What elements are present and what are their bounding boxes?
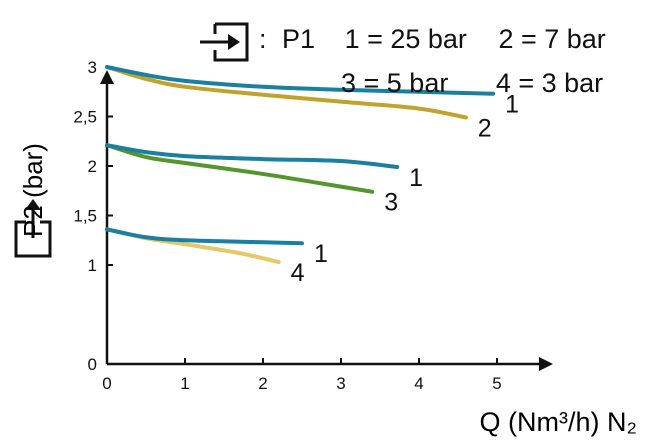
legend-entry-3: 3 = 5 bar [341,68,449,98]
legend-row-1: : P1 1 = 25 bar 2 = 7 bar [259,24,606,55]
legend-row-2: 3 = 5 bar 4 = 3 bar [341,68,603,99]
series-label-1: 1 [409,164,423,192]
series-label-1: 1 [314,240,328,268]
legend-entry-2: 2 = 7 bar [498,24,606,54]
outlet-icon [14,199,52,258]
x-tick-label: 4 [414,374,423,393]
inlet-prefix: : [259,24,267,54]
legend-entry-1: 1 = 25 bar [344,24,467,54]
series-line-3 [105,143,375,194]
x-tick-label: 2 [258,374,267,393]
x-tick-label: 0 [102,374,111,393]
series-label-1: 1 [505,91,519,119]
x-axis-arrow [539,357,553,371]
series-label-4: 4 [291,259,305,287]
series-line-1 [105,143,400,169]
inlet-label: P1 [282,24,316,54]
y-tick-label: 1,5 [73,207,97,226]
y-tick-label: 0 [88,355,97,374]
ticks: 0 1 2 3 4 5 0 1 1,5 2 2,5 3 [73,58,501,393]
series-line-1 [105,227,304,246]
series-line-2 [105,65,468,120]
series-label-2: 2 [478,114,492,142]
y-axis-arrow [100,70,114,84]
series-line-1 [105,65,496,96]
y-tick-label: 3 [88,58,97,77]
y-tick-label: 2 [88,157,97,176]
series-label-3: 3 [384,189,398,217]
series-layer [105,65,496,265]
x-axis-label: Q (Nm³/h) N₂ [480,407,637,437]
axes [105,82,540,366]
x-tick-label: 5 [492,374,501,393]
y-tick-label: 2,5 [73,108,97,127]
x-tick-label: 1 [180,374,189,393]
x-tick-label: 3 [336,374,345,393]
inlet-icon [200,22,249,62]
legend-entry-4: 4 = 3 bar [495,68,604,98]
y-tick-label: 1 [88,256,97,275]
y-axis-label: P2 (bar) [18,143,48,237]
